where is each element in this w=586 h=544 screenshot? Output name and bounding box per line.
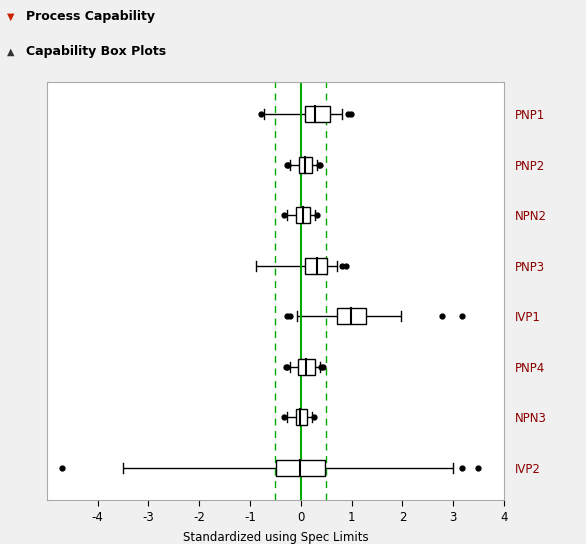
Text: ▲: ▲	[7, 47, 15, 57]
Bar	[305, 106, 331, 122]
Bar	[338, 308, 366, 324]
Text: ▼: ▼	[7, 12, 15, 22]
Bar	[296, 409, 307, 425]
Bar	[299, 157, 312, 173]
Text: Capability Box Plots: Capability Box Plots	[26, 45, 166, 58]
X-axis label: Standardized using Spec Limits: Standardized using Spec Limits	[183, 531, 368, 544]
Bar	[277, 460, 325, 476]
Bar	[305, 258, 327, 274]
Text: Process Capability: Process Capability	[26, 10, 155, 23]
Bar	[298, 358, 315, 375]
Bar	[296, 207, 310, 224]
